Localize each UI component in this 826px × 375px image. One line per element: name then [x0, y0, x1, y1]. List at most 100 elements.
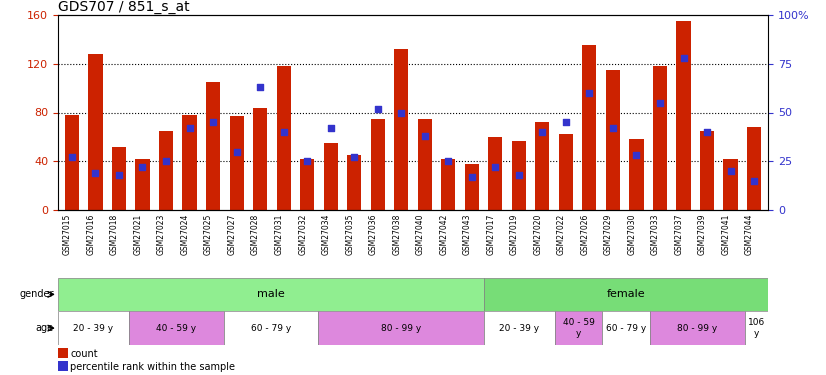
Point	[277, 129, 290, 135]
Text: GSM27031: GSM27031	[274, 213, 283, 255]
Bar	[58, 361, 69, 371]
Text: GSM27024: GSM27024	[181, 213, 189, 255]
Text: 20 - 39 y: 20 - 39 y	[500, 324, 539, 333]
Text: GSM27019: GSM27019	[510, 213, 519, 255]
Text: 20 - 39 y: 20 - 39 y	[74, 324, 113, 333]
Bar	[512, 141, 526, 210]
Text: GSM27037: GSM27037	[675, 213, 683, 255]
Bar	[88, 54, 102, 210]
Bar	[112, 147, 126, 210]
FancyBboxPatch shape	[129, 311, 224, 345]
Bar	[629, 140, 643, 210]
Point	[230, 148, 243, 154]
Point	[348, 154, 361, 160]
Bar	[135, 159, 150, 210]
Bar	[394, 49, 408, 210]
Text: GSM27035: GSM27035	[345, 213, 354, 255]
FancyBboxPatch shape	[602, 311, 650, 345]
Text: 106
y: 106 y	[748, 318, 765, 338]
Point	[418, 133, 431, 139]
Bar	[324, 143, 338, 210]
Text: GSM27017: GSM27017	[487, 213, 496, 255]
Text: age: age	[36, 323, 54, 333]
FancyBboxPatch shape	[58, 311, 129, 345]
Bar	[606, 70, 620, 210]
Text: gender: gender	[19, 290, 54, 299]
Bar	[347, 155, 361, 210]
Text: GSM27022: GSM27022	[557, 213, 566, 255]
Text: GSM27023: GSM27023	[157, 213, 166, 255]
Point	[254, 84, 267, 90]
Text: female: female	[607, 290, 645, 299]
Point	[206, 119, 220, 125]
Point	[371, 106, 384, 112]
Bar	[559, 135, 573, 210]
Bar	[58, 348, 69, 358]
Text: 60 - 79 y: 60 - 79 y	[606, 324, 646, 333]
Bar	[676, 21, 691, 210]
Text: GSM27040: GSM27040	[415, 213, 425, 255]
FancyBboxPatch shape	[318, 311, 484, 345]
Text: GSM27018: GSM27018	[110, 213, 119, 255]
Text: GSM27021: GSM27021	[134, 213, 143, 255]
Point	[653, 100, 667, 106]
Point	[583, 90, 596, 96]
Bar	[230, 116, 244, 210]
Text: GSM27039: GSM27039	[698, 213, 707, 255]
Point	[442, 158, 455, 164]
Bar	[747, 127, 761, 210]
Text: GSM27025: GSM27025	[204, 213, 213, 255]
Bar	[418, 118, 432, 210]
Text: male: male	[257, 290, 285, 299]
Text: GSM27032: GSM27032	[298, 213, 307, 255]
FancyBboxPatch shape	[555, 311, 602, 345]
Point	[489, 164, 502, 170]
Point	[324, 125, 337, 131]
Point	[65, 154, 78, 160]
Text: GSM27030: GSM27030	[628, 213, 637, 255]
Bar	[300, 159, 314, 210]
Bar	[724, 159, 738, 210]
Text: 60 - 79 y: 60 - 79 y	[251, 324, 291, 333]
Point	[112, 172, 126, 178]
Bar	[441, 159, 455, 210]
Bar	[159, 131, 173, 210]
FancyBboxPatch shape	[484, 278, 768, 311]
FancyBboxPatch shape	[484, 311, 555, 345]
Point	[630, 152, 643, 158]
Point	[536, 129, 549, 135]
Text: GSM27043: GSM27043	[463, 213, 472, 255]
Point	[559, 119, 572, 125]
Point	[183, 125, 196, 131]
Text: 80 - 99 y: 80 - 99 y	[677, 324, 717, 333]
Text: 80 - 99 y: 80 - 99 y	[381, 324, 421, 333]
Point	[465, 174, 478, 180]
Point	[159, 158, 173, 164]
Bar	[535, 122, 549, 210]
Bar	[253, 108, 267, 210]
Text: GSM27033: GSM27033	[651, 213, 660, 255]
Bar	[183, 115, 197, 210]
Point	[136, 164, 150, 170]
Text: GSM27041: GSM27041	[722, 213, 730, 255]
Text: GSM27027: GSM27027	[228, 213, 236, 255]
Text: GSM27034: GSM27034	[321, 213, 330, 255]
FancyBboxPatch shape	[744, 311, 768, 345]
Text: 40 - 59
y: 40 - 59 y	[563, 318, 595, 338]
Text: GSM27026: GSM27026	[581, 213, 590, 255]
FancyBboxPatch shape	[58, 278, 484, 311]
Text: GSM27036: GSM27036	[368, 213, 377, 255]
Bar	[488, 137, 502, 210]
Bar	[65, 115, 79, 210]
Bar	[206, 82, 220, 210]
Text: percentile rank within the sample: percentile rank within the sample	[70, 362, 235, 372]
Bar	[653, 66, 667, 210]
Text: GSM27016: GSM27016	[87, 213, 96, 255]
Text: GSM27042: GSM27042	[439, 213, 449, 255]
Bar	[582, 45, 596, 210]
Point	[748, 178, 761, 184]
Text: GSM27028: GSM27028	[251, 213, 260, 255]
Point	[89, 170, 102, 176]
Text: count: count	[70, 349, 97, 359]
Point	[606, 125, 620, 131]
